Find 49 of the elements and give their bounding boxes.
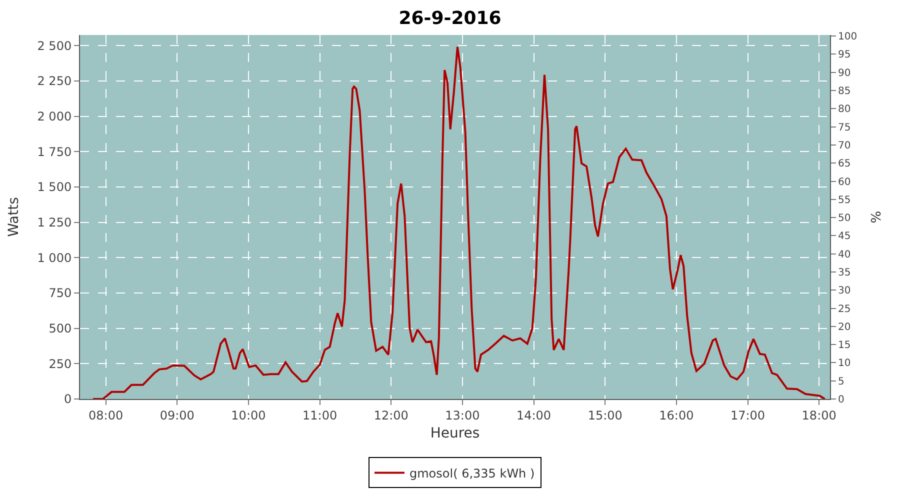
y2-tick-label: 50 [838,213,851,224]
line-series [92,46,826,399]
y2-tick-label: 35 [838,267,851,278]
y2-tick-label: 20 [838,322,851,333]
y2-tick-label: 30 [838,286,851,297]
y2-axis-title: % [870,210,885,224]
x-tick-label: 17:00 [730,408,766,422]
y2-tick-label: 70 [838,140,851,152]
y2-tick-label: 90 [838,68,851,79]
x-tick-label: 15:00 [588,408,622,422]
x-tick-label: 13:00 [445,408,480,422]
y-tick-label: 2 000 [37,109,72,124]
y-tick-label: 500 [48,322,72,336]
y-tick-label: 1 000 [37,250,72,265]
x-tick-label: 08:00 [88,408,124,422]
y-tick-label: 750 [48,286,72,300]
y2-tick-label: 25 [838,304,851,315]
y2-tick-label: 40 [838,249,851,260]
x-tick-label: 14:00 [516,408,552,422]
x-tick-label: 09:00 [160,408,194,422]
x-tick-label: 18:00 [802,408,836,422]
y-tick-label: 0 [64,392,72,406]
x-tick-label: 10:00 [231,408,266,422]
y2-tick-label: 100 [838,32,858,43]
y2-tick-label: 60 [838,176,851,188]
x-tick-label: 16:00 [659,408,694,422]
chart-title: 26-9-2016 [398,8,502,29]
y2-tick-label: 65 [838,158,851,170]
y2-tick-label: 5 [838,376,844,388]
y2-tick-label: 15 [838,340,851,352]
y2-tick-label: 0 [838,394,844,406]
y-tick-label: 2 250 [37,74,72,88]
legend-label: gmosol( 6,335 kWh ) [410,466,535,480]
x-axis-title: Heures [430,426,480,442]
y2-tick-label: 95 [838,50,851,61]
y-tick-label: 1 500 [37,180,72,194]
y2-tick-label: 55 [838,194,851,206]
x-tick-label: 11:00 [302,408,338,422]
y2-tick-label: 75 [838,122,851,134]
y-tick-label: 1 250 [37,216,72,230]
y-tick-label: 1 750 [37,144,72,159]
y-tick-label: 250 [48,356,72,371]
y2-tick-label: 45 [838,231,851,242]
y-tick-label: 2 500 [37,38,72,53]
x-tick-label: 12:00 [374,408,408,422]
y2-tick-label: 10 [838,358,851,370]
y2-tick-label: 80 [838,104,851,116]
y-axis-title: Watts [6,197,22,237]
y2-tick-label: 85 [838,86,851,98]
